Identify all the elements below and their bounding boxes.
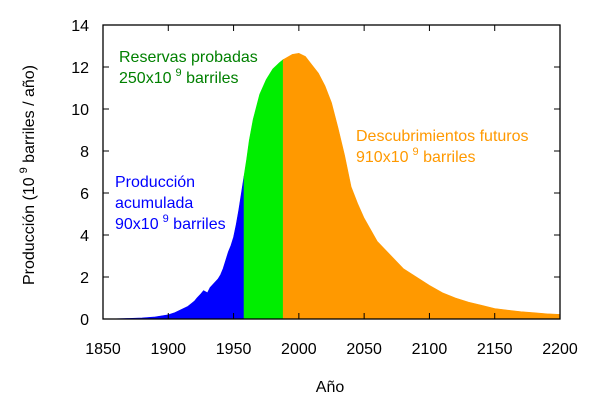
area-cumulative-production [102, 176, 245, 320]
x-tick-label-2050: 2050 [346, 341, 382, 358]
y-axis-title-main: Producción (10 [21, 177, 38, 285]
annotation-reserves-line2: 250x10 9 barriles [119, 67, 239, 87]
y-tick-label-8: 8 [80, 144, 89, 161]
annotation-reserves-line1: Reservas probadas [119, 49, 258, 66]
annotation-reserves-unit: barriles [182, 70, 239, 87]
chart-axes [102, 24, 561, 320]
x-tick-label-1950: 1950 [216, 341, 252, 358]
y-tick-label-10: 10 [71, 102, 89, 119]
annotation-reserves-value: 250x10 [119, 70, 172, 87]
x-axis-title: Año [316, 379, 345, 396]
area-future-discoveries [282, 53, 561, 320]
y-tick-label-2: 2 [80, 270, 89, 287]
annotation-cumulative-unit: barriles [169, 216, 226, 233]
y-tick-label-6: 6 [80, 186, 89, 203]
chart-ticks: 1850 1900 1950 2000 2050 2100 2150 2200 0 2 4 6 8 10 1… [71, 18, 578, 358]
x-tick-label-2000: 2000 [281, 341, 317, 358]
y-axis-title-exp: 9 [18, 167, 30, 173]
y-axis-title: Producción (10 9 barriles / año) [18, 65, 38, 285]
annotation-future-line1: Descubrimientos futuros [356, 128, 529, 145]
x-tick-label-2100: 2100 [412, 341, 448, 358]
annotation-reserves-exp: 9 [176, 67, 182, 79]
y-tick-label-14: 14 [71, 18, 89, 35]
y-axis-title-tail: barriles / año) [21, 65, 38, 167]
area-proven-reserves [243, 59, 284, 320]
x-tick-label-1900: 1900 [150, 341, 186, 358]
annotation-cumulative-exp: 9 [163, 213, 169, 225]
annotation-cumulative-line1: Producción [115, 174, 195, 191]
annotation-future-value: 910x10 [356, 149, 409, 166]
y-tick-label-0: 0 [80, 312, 89, 329]
plot-frame [102, 24, 561, 320]
y-tick-label-12: 12 [71, 60, 89, 77]
x-tick-label-2200: 2200 [542, 341, 578, 358]
y-tick-label-4: 4 [80, 228, 89, 245]
annotation-cumulative-value: 90x10 [115, 216, 159, 233]
x-tick-label-2150: 2150 [477, 341, 513, 358]
annotation-future-exp: 9 [413, 146, 419, 158]
annotation-cumulative-line3: 90x10 9 barriles [115, 213, 226, 233]
annotation-cumulative-line2: acumulada [115, 195, 193, 212]
annotation-future-unit: barriles [419, 149, 476, 166]
chart-areas [102, 53, 561, 320]
x-tick-label-1850: 1850 [85, 341, 121, 358]
annotation-future-line2: 910x10 9 barriles [356, 146, 476, 166]
